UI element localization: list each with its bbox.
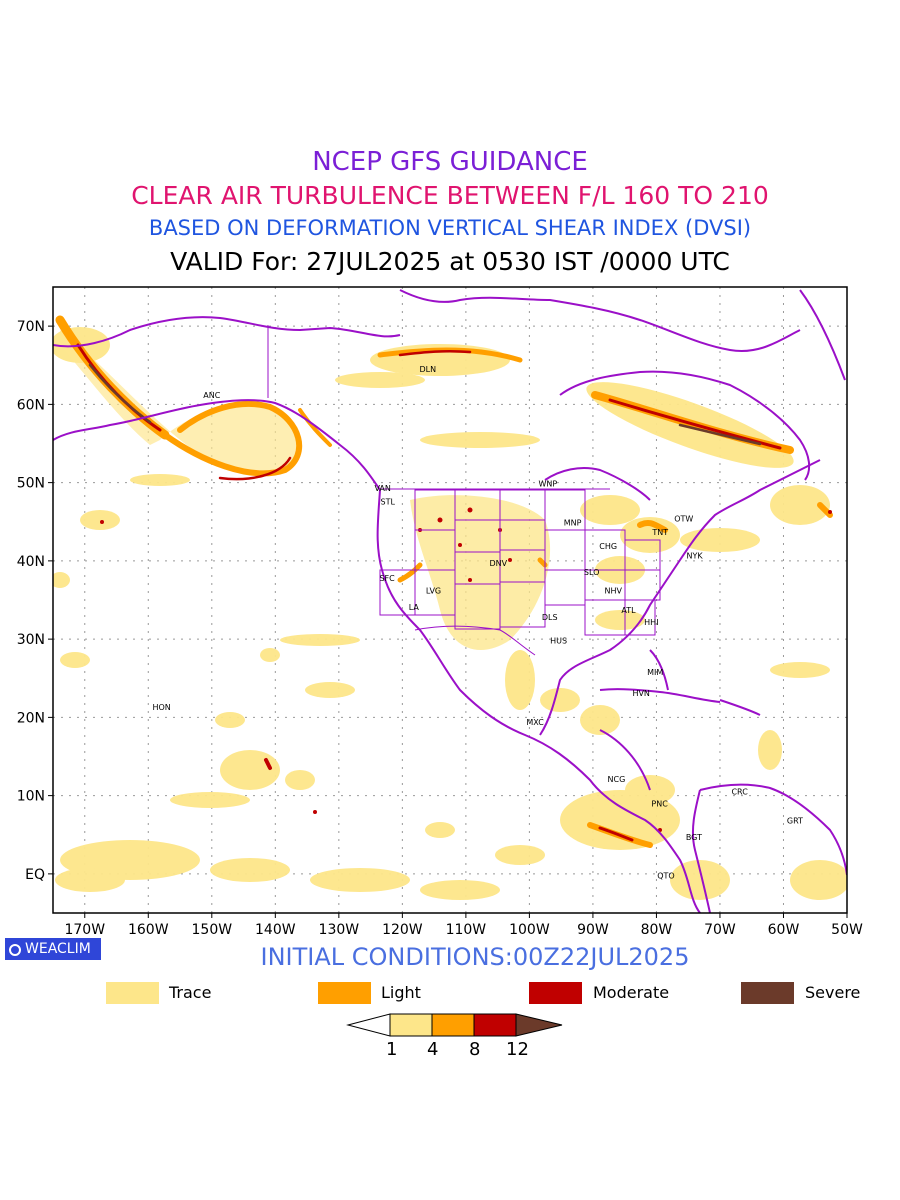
latitude-label: 50N: [17, 476, 45, 492]
station-label-hhi: HHI: [644, 618, 658, 627]
latitude-label: EQ: [25, 867, 45, 883]
valid-time-line: VALID For: 27JUL2025 at 0530 IST /0000 U…: [170, 247, 730, 276]
longitude-label: 90W: [577, 922, 609, 938]
longitude-label: 160W: [128, 922, 169, 938]
station-label-mxc: MXC: [526, 718, 544, 727]
station-label-la: LA: [409, 603, 420, 612]
station-label-qto: QTO: [657, 871, 674, 880]
colorbar-segment-trace: [389, 1013, 433, 1037]
latitude-label: 60N: [17, 397, 45, 413]
map-frame: [52, 286, 848, 914]
latitude-label: 30N: [17, 632, 45, 648]
station-label-lvg: LVG: [426, 587, 441, 596]
legend-label-severe: Severe: [805, 983, 861, 1002]
legend-swatch-moderate: [529, 982, 582, 1004]
station-label-hus: HUS: [550, 637, 567, 646]
latitude-label: 70N: [17, 319, 45, 335]
legend-swatch-trace: [106, 982, 159, 1004]
station-label-tnt: TNT: [651, 528, 668, 537]
badge-label: WEACLIM: [25, 941, 91, 957]
colorbar-tick-1: 1: [386, 1039, 398, 1060]
longitude-label: 70W: [704, 922, 736, 938]
station-label-grt: GRT: [787, 817, 803, 826]
station-label-sfc: SFC: [379, 574, 395, 583]
political-borders: [267, 325, 661, 656]
station-label-slo: SLO: [584, 568, 600, 577]
colorbar: [346, 1013, 563, 1037]
longitude-label: 150W: [192, 922, 233, 938]
longitude-label: 60W: [768, 922, 800, 938]
colorbar-segment-light: [431, 1013, 475, 1037]
latitude-labels: 70N 60N 50N 40N 30N 20N 10N EQ: [17, 319, 53, 883]
latitude-label: 40N: [17, 554, 45, 570]
station-labels: ANC DLN VAN STL WNP MNP TNT OTW CHG NYK DNV SFC SLO L…: [152, 365, 803, 880]
title-line-3: BASED ON DEFORMATION VERTICAL SHEAR INDE…: [148, 216, 752, 240]
station-label-crc: CRC: [731, 788, 748, 797]
longitude-label: 170W: [64, 922, 105, 938]
station-label-otw: OTW: [674, 515, 693, 524]
colorbar-tick-4: 4: [427, 1039, 439, 1060]
longitude-label: 120W: [382, 922, 423, 938]
station-label-mnp: MNP: [564, 519, 582, 528]
latitude-label: 20N: [17, 710, 45, 726]
legend-swatch-severe: [741, 982, 794, 1004]
station-label-nhv: NHV: [605, 587, 623, 596]
colorbar-segment-below: [346, 1013, 391, 1037]
weaclim-badge[interactable]: WEACLIM: [5, 938, 101, 960]
station-label-mim: MIM: [647, 668, 663, 677]
legend-label-trace: Trace: [169, 983, 212, 1002]
station-label-pnc: PNC: [651, 799, 668, 808]
station-label-stl: STL: [381, 497, 396, 506]
longitude-label: 50W: [831, 922, 863, 938]
legend-swatch-light: [318, 982, 371, 1004]
weaclim-logo-icon: [9, 944, 21, 956]
title-line-2: CLEAR AIR TURBULENCE BETWEEN F/L 160 TO …: [131, 181, 769, 210]
colorbar-segment-severe: [515, 1013, 563, 1037]
longitude-labels: 170W 160W 150W 140W 130W 120W 110W 100W 90W 80W 70…: [64, 913, 863, 938]
station-label-chg: CHG: [599, 542, 617, 551]
station-label-atl: ATL: [621, 606, 636, 615]
station-label-wnp: WNP: [538, 479, 557, 488]
initial-conditions: INITIAL CONDITIONS:00Z22JUL2025: [260, 943, 690, 971]
station-label-anc: ANC: [203, 391, 220, 400]
coastlines: [53, 289, 847, 913]
station-label-hon: HON: [152, 703, 170, 712]
station-label-van: VAN: [374, 484, 390, 493]
longitude-label: 80W: [641, 922, 673, 938]
longitude-label: 100W: [509, 922, 550, 938]
legend-label-moderate: Moderate: [593, 983, 670, 1002]
station-label-dln: DLN: [419, 365, 436, 374]
latitude-label: 10N: [17, 789, 45, 805]
station-label-hvn: HVN: [632, 689, 649, 698]
station-label-bgt: BGT: [686, 833, 702, 842]
station-label-dls: DLS: [542, 613, 558, 622]
station-label-ncg: NCG: [608, 775, 626, 784]
turbulence-field: [53, 315, 847, 900]
station-label-nyk: NYK: [686, 551, 703, 560]
colorbar-segment-moderate: [473, 1013, 517, 1037]
station-label-dnv: DNV: [489, 559, 507, 568]
longitude-label: 130W: [319, 922, 360, 938]
longitude-label: 110W: [446, 922, 487, 938]
legend-label-light: Light: [381, 983, 421, 1002]
colorbar-tick-12: 12: [506, 1039, 529, 1060]
title-line-1: NCEP GFS GUIDANCE: [312, 147, 588, 177]
colorbar-tick-8: 8: [469, 1039, 481, 1060]
longitude-label: 140W: [255, 922, 296, 938]
